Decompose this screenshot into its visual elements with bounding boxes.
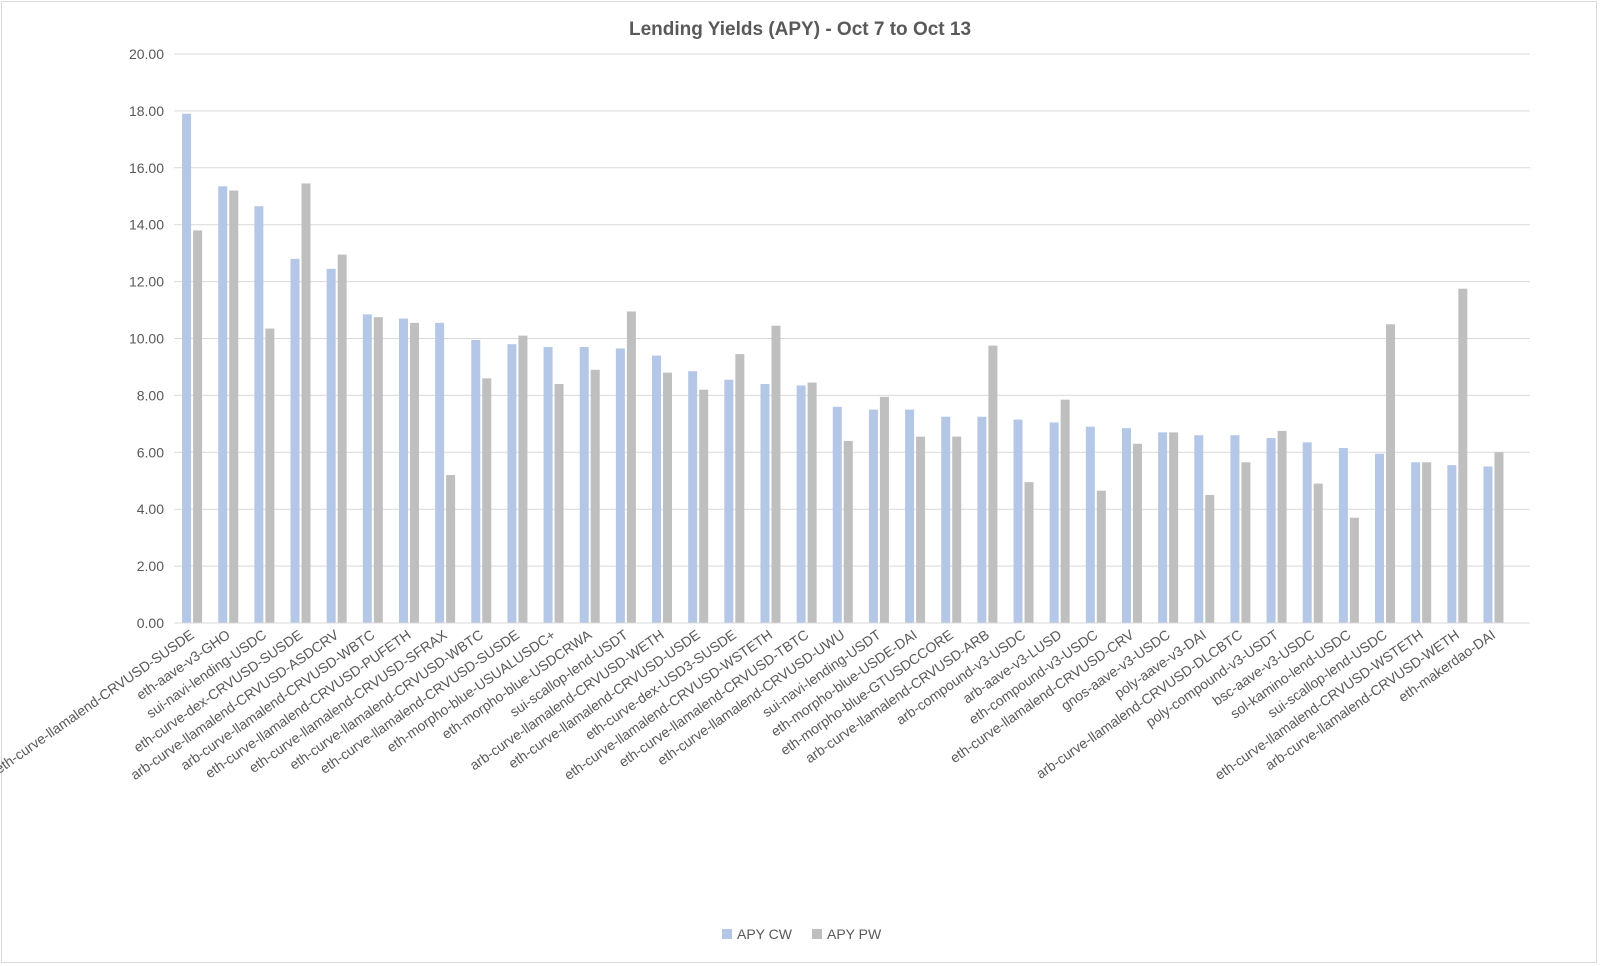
bar-apy-pw: [373, 317, 383, 623]
bar-apy-pw: [518, 335, 528, 623]
bar-apy-pw: [1169, 432, 1179, 623]
y-tick-label: 20.00: [129, 46, 164, 62]
bar-apy-cw: [1085, 426, 1095, 623]
bar-apy-pw: [988, 345, 998, 623]
bar-apy-pw: [229, 190, 239, 623]
bar-apy-cw: [1158, 432, 1168, 623]
bar-apy-pw: [409, 322, 419, 623]
bar-apy-cw: [724, 379, 734, 623]
bar-apy-pw: [1205, 494, 1215, 623]
bar-apy-pw: [1494, 452, 1504, 623]
bar-apy-cw: [868, 409, 878, 623]
bar-apy-cw: [1230, 435, 1240, 623]
bar-apy-pw: [1132, 443, 1142, 623]
y-tick-label: 6.00: [137, 444, 164, 460]
y-tick-label: 18.00: [129, 103, 164, 119]
legend: APY CW APY PW: [722, 926, 882, 942]
y-tick-label: 16.00: [129, 160, 164, 176]
bar-apy-cw: [362, 314, 372, 623]
bar-apy-pw: [663, 372, 673, 623]
bar-apy-pw: [916, 436, 926, 623]
bars: [182, 113, 1504, 624]
bar-apy-pw: [1349, 517, 1359, 623]
bar-apy-pw: [193, 230, 203, 623]
y-tick-label: 10.00: [129, 331, 164, 347]
bar-apy-cw: [905, 409, 915, 623]
bar-apy-cw: [579, 347, 589, 623]
bar-apy-cw: [507, 344, 517, 623]
bar-apy-pw: [1024, 482, 1034, 623]
bar-apy-cw: [977, 416, 987, 623]
bar-apy-cw: [832, 406, 842, 623]
bar-apy-cw: [796, 385, 806, 623]
bar-apy-cw: [1266, 438, 1276, 623]
bar-apy-pw: [807, 382, 817, 623]
bar-apy-cw: [254, 206, 264, 623]
bar-apy-cw: [941, 416, 951, 623]
y-tick-label: 14.00: [129, 217, 164, 233]
bar-apy-cw: [1121, 428, 1131, 623]
bar-apy-cw: [1194, 435, 1204, 623]
bar-apy-cw: [1013, 419, 1023, 623]
bar-apy-pw: [301, 183, 311, 623]
bar-apy-pw: [482, 378, 492, 623]
bar-apy-pw: [771, 325, 781, 623]
bar-apy-pw: [843, 440, 853, 623]
bar-apy-pw: [1422, 462, 1432, 623]
bar-apy-cw: [760, 384, 770, 623]
bar-apy-cw: [218, 186, 228, 624]
bar-apy-pw: [735, 354, 745, 623]
bar-apy-pw: [590, 369, 600, 623]
legend-swatch: [722, 929, 732, 939]
bar-apy-cw: [1049, 422, 1059, 623]
y-axis: 0.00 2.00 4.00 6.00 8.00 10.00 12.00 14.00 16.00…: [129, 46, 164, 631]
bar-apy-pw: [1241, 462, 1251, 623]
legend-swatch: [812, 929, 822, 939]
y-tick-label: 0.00: [137, 615, 164, 631]
bar-apy-cw: [1447, 465, 1457, 623]
bar-apy-cw: [1483, 466, 1493, 623]
bar-apy-cw: [435, 322, 445, 623]
bar-apy-cw: [471, 339, 481, 623]
bar-apy-pw: [626, 311, 636, 623]
y-tick-label: 4.00: [137, 501, 164, 517]
bar-apy-cw: [290, 258, 300, 623]
x-axis: eth-curve-llamalend-CRVUSD-SUSDEeth-aave…: [0, 622, 1530, 783]
legend-label: APY CW: [737, 926, 793, 942]
y-tick-label: 8.00: [137, 387, 164, 403]
bar-apy-cw: [326, 268, 336, 623]
bar-apy-cw: [543, 347, 553, 623]
bar-apy-pw: [554, 384, 564, 623]
bar-apy-cw: [182, 113, 192, 624]
bar-apy-pw: [879, 396, 889, 623]
bar-apy-pw: [446, 475, 456, 623]
legend-label: APY PW: [827, 926, 882, 942]
bar-apy-cw: [615, 348, 625, 623]
bar-apy-pw: [1277, 430, 1287, 623]
bar-apy-pw: [1096, 490, 1106, 623]
bar-apy-pw: [1386, 324, 1396, 623]
chart-title: Lending Yields (APY) - Oct 7 to Oct 13: [629, 19, 971, 40]
bar-apy-pw: [1313, 483, 1323, 623]
bar-apy-pw: [265, 328, 275, 623]
bar-apy-cw: [652, 355, 662, 623]
y-tick-label: 12.00: [129, 274, 164, 290]
bar-apy-pw: [1458, 288, 1468, 623]
bar-apy-cw: [398, 318, 408, 623]
bar-apy-pw: [1060, 399, 1070, 623]
bar-apy-cw: [1411, 462, 1421, 623]
bar-apy-cw: [1302, 442, 1312, 623]
bar-apy-cw: [1338, 448, 1348, 623]
bar-apy-pw: [337, 254, 347, 623]
y-tick-label: 2.00: [137, 558, 164, 574]
bar-apy-cw: [688, 371, 698, 623]
bar-apy-pw: [699, 389, 709, 623]
bar-apy-pw: [952, 436, 962, 623]
bar-apy-cw: [1375, 453, 1385, 623]
